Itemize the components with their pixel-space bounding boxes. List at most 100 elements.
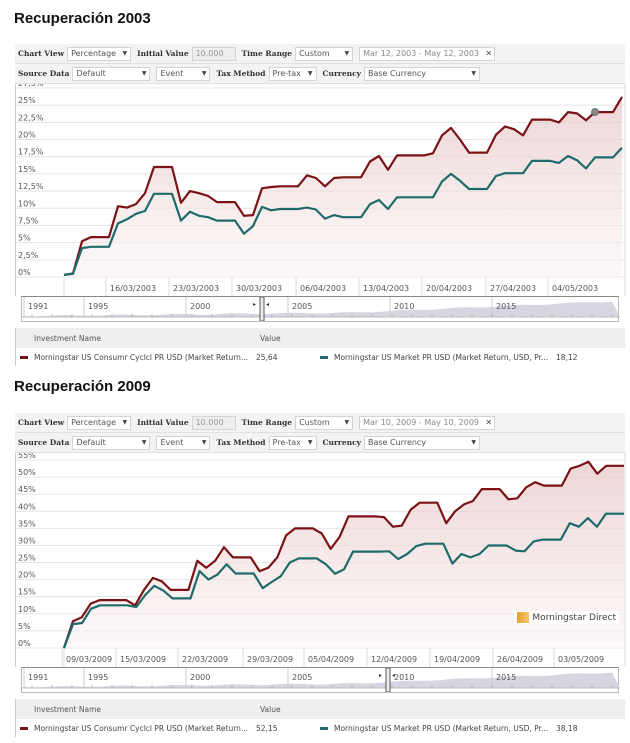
legend-item-name: Morningstar US Consumr Cyclcl PR USD (Ma…: [34, 352, 249, 362]
x-tick-label: 27/04/2003: [490, 284, 536, 293]
series-line-consumer-cyclical: [63, 96, 623, 276]
navigator-year-label: 2015: [496, 673, 516, 682]
legend-item-name: Morningstar US Consumr Cyclcl PR USD (Ma…: [34, 723, 249, 733]
x-tick-label: 12/04/2009: [371, 655, 417, 664]
tax-method-label: Tax Method: [216, 438, 266, 447]
series-line-consumer-cyclical: [62, 460, 624, 649]
event-select[interactable]: Event ▼: [156, 435, 211, 450]
clear-icon[interactable]: ✕: [485, 48, 493, 58]
x-tick-label: 19/04/2009: [434, 655, 480, 664]
tax-method-label: Tax Method: [216, 69, 266, 78]
chevron-down-icon: ▼: [141, 438, 147, 446]
series-swatch-icon: [320, 726, 328, 730]
legend-2009: Investment Name Value Morningstar US Con…: [15, 699, 625, 737]
initial-value-input[interactable]: 10.000: [191, 46, 236, 61]
series-line-us-market: [63, 147, 623, 276]
time-navigator-2009[interactable]: 1991 1995 2000 2005 2010 2015 ▸ ◂: [21, 667, 620, 693]
y-tick-label: 0%: [18, 268, 31, 277]
legend-item-consumer-cyclical[interactable]: Morningstar US Consumr Cyclcl PR USD (Ma…: [20, 724, 320, 733]
initial-value-label: Initial Value: [137, 418, 189, 427]
x-tick-label: 23/03/2003: [173, 284, 219, 293]
event-value: Event: [160, 68, 184, 78]
y-tick-label: 5%: [18, 234, 31, 243]
navigator-year-label: 1991: [28, 302, 48, 311]
time-range-select[interactable]: Custom ▼: [295, 46, 354, 61]
currency-select[interactable]: Base Currency ▼: [364, 435, 480, 450]
initial-value-input[interactable]: 10.000: [191, 415, 236, 430]
chevron-down-icon: ▼: [201, 69, 207, 77]
source-data-label: Source Data: [18, 438, 70, 447]
y-tick-label: 15%: [18, 165, 36, 174]
chart-view-select[interactable]: Percentage ▼: [67, 46, 132, 61]
chart-panel-2003: Chart View Percentage ▼ Initial Value 10.…: [15, 44, 626, 366]
chevron-down-icon: ▼: [471, 438, 476, 446]
navigator-handle: [385, 667, 391, 693]
x-tick-label: 05/04/2009: [308, 655, 354, 664]
navigator-year-label: 2000: [190, 673, 210, 682]
series-area-fill: [64, 461, 624, 648]
navigator-year-label: 1995: [88, 302, 108, 311]
time-range-label: Time Range: [241, 418, 293, 427]
chevron-down-icon: ▼: [141, 69, 147, 77]
chevron-down-icon: ▼: [344, 418, 350, 426]
y-tick-label: 55%: [18, 453, 36, 460]
section-title-2009: Recuperación 2009: [14, 378, 151, 395]
y-tick-label: 50%: [18, 468, 36, 477]
chart-view-value: Percentage: [71, 48, 117, 58]
tax-method-select[interactable]: Pre-tax ▼: [268, 435, 317, 450]
source-data-label: Source Data: [18, 69, 70, 78]
y-tick-label: 30%: [18, 536, 36, 545]
chart-area-2003: 0% 2,5% 5% 7,5% 10% 12,5% 15% 17,5% 20% 22,5% 25% 2…: [15, 84, 626, 296]
navigator-area: [22, 301, 620, 317]
currency-select[interactable]: Base Currency ▼: [364, 66, 480, 81]
event-select[interactable]: Event ▼: [156, 66, 211, 81]
date-range-input[interactable]: Mar 12, 2003 - May 12, 2003 ✕: [359, 46, 496, 61]
legend-col-value: Value: [260, 704, 281, 714]
legend-row: Morningstar US Consumr Cyclcl PR USD (Ma…: [16, 719, 625, 737]
x-tick-label: 09/03/2009: [66, 655, 112, 664]
legend-item-value: 25,64: [256, 352, 278, 362]
y-tick-label: 15%: [18, 588, 36, 597]
source-data-select[interactable]: Default ▼: [72, 66, 151, 81]
line-chart-2009[interactable]: 0% 5% 10% 15% 20% 25% 30% 35% 40% 45% 50% 55% 09/03/…: [16, 453, 626, 667]
date-range-value: Mar 12, 2003 - May 12, 2003: [363, 48, 480, 58]
handle-arrow-left-icon: ◂: [266, 301, 269, 308]
chart-area-2009: 0% 5% 10% 15% 20% 25% 30% 35% 40% 45% 50% 55% 09/03/…: [15, 453, 626, 667]
navigator-year-label: 1991: [28, 673, 48, 682]
legend-item-us-market[interactable]: Morningstar US Market PR USD (Market Ret…: [320, 724, 577, 733]
x-tick-label: 29/03/2009: [247, 655, 293, 664]
chevron-down-icon: ▼: [122, 418, 128, 426]
chevron-down-icon: ▼: [201, 438, 207, 446]
navigator-svg: 1991 1995 2000 2005 2010 2015 ▸ ◂: [22, 667, 620, 693]
navigator-year-label: 2010: [394, 302, 414, 311]
legend-item-name: Morningstar US Market PR USD (Market Ret…: [334, 723, 549, 733]
clear-icon[interactable]: ✕: [485, 417, 493, 427]
legend-col-name: Investment Name: [34, 333, 101, 343]
tax-method-select[interactable]: Pre-tax ▼: [268, 66, 317, 81]
chart-view-label: Chart View: [18, 418, 65, 427]
legend-2003: Investment Name Value Morningstar US Con…: [15, 328, 625, 366]
legend-item-consumer-cyclical[interactable]: Morningstar US Consumr Cyclcl PR USD (Ma…: [20, 353, 320, 362]
date-range-value: Mar 10, 2009 - May 10, 2009: [363, 417, 480, 427]
event-value: Event: [160, 437, 184, 447]
line-chart-2003[interactable]: 0% 2,5% 5% 7,5% 10% 12,5% 15% 17,5% 20% 22,5% 25% 2…: [16, 84, 626, 296]
y-tick-label: 27,5%: [18, 84, 44, 88]
x-tick-label: 26/04/2009: [497, 655, 543, 664]
navigator-area: [22, 672, 620, 688]
chart-view-select[interactable]: Percentage ▼: [67, 415, 132, 430]
y-tick-label: 25%: [18, 96, 36, 105]
y-tick-label: 25%: [18, 554, 36, 563]
hover-point-marker: [591, 108, 599, 116]
navigator-handle: [259, 296, 265, 322]
navigator-year-label: 2005: [292, 302, 312, 311]
legend-row: Morningstar US Consumr Cyclcl PR USD (Ma…: [16, 348, 625, 366]
y-tick-label: 22,5%: [18, 113, 44, 122]
currency-value: Base Currency: [368, 68, 427, 78]
series-line-us-market: [62, 512, 624, 649]
date-range-input[interactable]: Mar 10, 2009 - May 10, 2009 ✕: [359, 415, 496, 430]
source-data-select[interactable]: Default ▼: [72, 435, 151, 450]
time-navigator-2003[interactable]: 1991 1995 2000 2005 2010 2015 ▸ ◂: [21, 296, 620, 322]
legend-item-us-market[interactable]: Morningstar US Market PR USD (Market Ret…: [320, 353, 577, 362]
time-range-select[interactable]: Custom ▼: [295, 415, 354, 430]
tax-method-value: Pre-tax: [272, 68, 301, 78]
